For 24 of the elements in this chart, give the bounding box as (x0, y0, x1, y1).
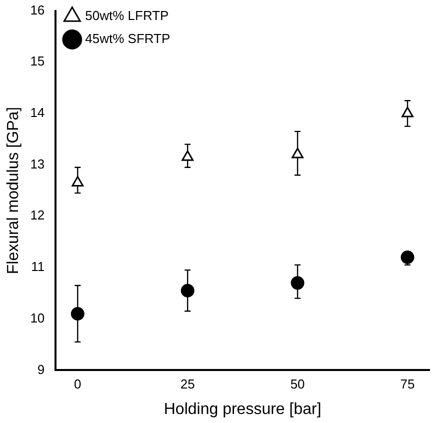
point (72, 176, 84, 187)
y-tick-label: 9 (37, 362, 45, 377)
x-tick-label: 0 (74, 376, 82, 392)
legend-label: 45wt% SFRTP (85, 31, 170, 46)
y-axis-title: Flexural modulus [GPa] (5, 106, 22, 274)
y-tick-label: 10 (30, 310, 45, 326)
x-tick-label: 25 (180, 376, 195, 392)
y-tick-label: 13 (30, 156, 45, 172)
point (182, 150, 194, 161)
y-tick-label: 12 (30, 208, 45, 223)
x-tick-label: 50 (290, 376, 305, 392)
y-tick-label: 11 (31, 259, 45, 274)
y-tick-label: 16 (30, 2, 45, 18)
legend-label: 50wt% LFRTP (85, 8, 169, 24)
y-tick-label: 15 (30, 54, 45, 69)
point (292, 148, 304, 158)
point (400, 250, 414, 264)
point (402, 106, 414, 118)
point (70, 306, 84, 320)
point (290, 276, 304, 290)
point (180, 284, 194, 298)
x-axis-title: Holding pressure [bar] (164, 400, 322, 418)
y-tick-label: 14 (30, 105, 45, 120)
x-tick-label: 75 (400, 376, 415, 392)
